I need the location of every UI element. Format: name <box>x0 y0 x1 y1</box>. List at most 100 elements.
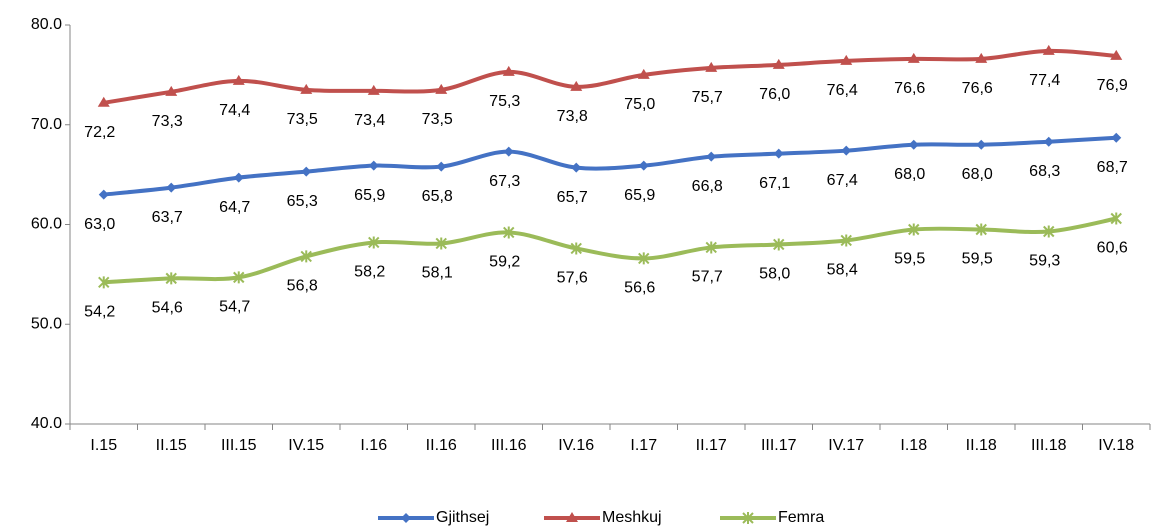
marker <box>232 74 245 85</box>
marker-shape <box>705 241 717 254</box>
marker <box>773 148 784 159</box>
data-label: 67,1 <box>759 175 790 192</box>
marker <box>772 58 785 69</box>
marker <box>301 166 312 177</box>
data-label: 68,7 <box>1097 159 1128 176</box>
marker-shape <box>566 512 578 522</box>
x-tick-label: I.18 <box>900 437 927 454</box>
marker <box>401 513 411 523</box>
marker <box>705 241 717 254</box>
marker-shape <box>706 151 717 162</box>
marker <box>1042 44 1055 55</box>
legend-label: Gjithsej <box>436 509 489 526</box>
marker-shape <box>976 139 987 150</box>
data-label: 59,5 <box>962 251 993 268</box>
legend-item: Femra <box>720 509 824 526</box>
marker-shape <box>301 166 312 177</box>
x-tick-label: II.17 <box>696 437 727 454</box>
marker <box>907 52 920 63</box>
marker-shape <box>570 242 582 255</box>
marker-shape <box>841 145 852 156</box>
marker <box>706 151 717 162</box>
marker <box>503 146 514 157</box>
marker-shape <box>368 160 379 171</box>
data-label: 63,0 <box>84 216 115 233</box>
data-label: 73,3 <box>152 113 183 130</box>
marker-shape <box>300 250 312 263</box>
marker <box>1110 212 1122 225</box>
marker-shape <box>503 226 515 239</box>
marker-shape <box>772 58 785 69</box>
data-label: 59,5 <box>894 251 925 268</box>
marker <box>300 83 313 94</box>
marker-shape <box>773 148 784 159</box>
marker <box>566 512 578 522</box>
marker <box>1043 136 1054 147</box>
marker <box>570 242 582 255</box>
marker <box>570 80 583 91</box>
marker <box>436 161 447 172</box>
marker <box>638 160 649 171</box>
marker-shape <box>773 238 785 251</box>
marker <box>368 236 380 249</box>
data-label: 54,6 <box>152 300 183 317</box>
marker-shape <box>232 74 245 85</box>
data-label: 66,8 <box>692 178 723 195</box>
marker-shape <box>233 172 244 183</box>
marker-shape <box>435 83 448 94</box>
data-label: 75,0 <box>624 96 655 113</box>
marker <box>166 182 177 193</box>
data-label: 67,4 <box>827 172 858 189</box>
marker <box>975 223 987 236</box>
marker-shape <box>98 189 109 200</box>
marker-shape <box>436 161 447 172</box>
marker-shape <box>1043 225 1055 238</box>
x-tick-label: III.16 <box>491 437 527 454</box>
marker-shape <box>503 146 514 157</box>
marker <box>638 252 650 265</box>
marker-shape <box>233 271 245 284</box>
data-label: 65,9 <box>354 187 385 204</box>
marker <box>233 271 245 284</box>
data-label: 76,4 <box>827 82 858 99</box>
y-tick-label: 80.0 <box>31 16 62 33</box>
data-label: 60,6 <box>1097 240 1128 257</box>
marker-shape <box>98 276 110 289</box>
marker <box>976 139 987 150</box>
x-tick-label: IV.18 <box>1098 437 1134 454</box>
marker-shape <box>368 236 380 249</box>
x-tick-label: III.18 <box>1031 437 1067 454</box>
x-tick-label: III.17 <box>761 437 797 454</box>
marker-shape <box>908 223 920 236</box>
data-label: 73,5 <box>422 111 453 128</box>
data-label: 68,3 <box>1029 163 1060 180</box>
series-line <box>103 135 1117 197</box>
marker <box>840 54 853 65</box>
marker <box>705 61 718 72</box>
marker <box>841 145 852 156</box>
data-label: 76,9 <box>1097 77 1128 94</box>
x-tick-label: II.15 <box>156 437 187 454</box>
marker-shape <box>401 513 411 523</box>
marker-shape <box>1110 212 1122 225</box>
data-label: 65,9 <box>624 187 655 204</box>
x-tick-label: I.15 <box>90 437 117 454</box>
marker-shape <box>1111 132 1122 143</box>
data-label: 75,7 <box>692 89 723 106</box>
data-label: 57,6 <box>557 270 588 287</box>
marker-shape <box>435 237 447 250</box>
data-label: 73,5 <box>287 111 318 128</box>
data-label: 65,7 <box>557 189 588 206</box>
data-label: 54,7 <box>219 299 250 316</box>
data-label: 76,0 <box>759 86 790 103</box>
marker-shape <box>907 52 920 63</box>
x-tick-label: II.18 <box>966 437 997 454</box>
data-label: 56,8 <box>287 278 318 295</box>
data-label: 58,2 <box>354 264 385 281</box>
marker <box>908 139 919 150</box>
data-label: 68,0 <box>962 166 993 183</box>
legend-item: Gjithsej <box>378 509 489 526</box>
marker <box>165 272 177 285</box>
marker-shape <box>165 272 177 285</box>
